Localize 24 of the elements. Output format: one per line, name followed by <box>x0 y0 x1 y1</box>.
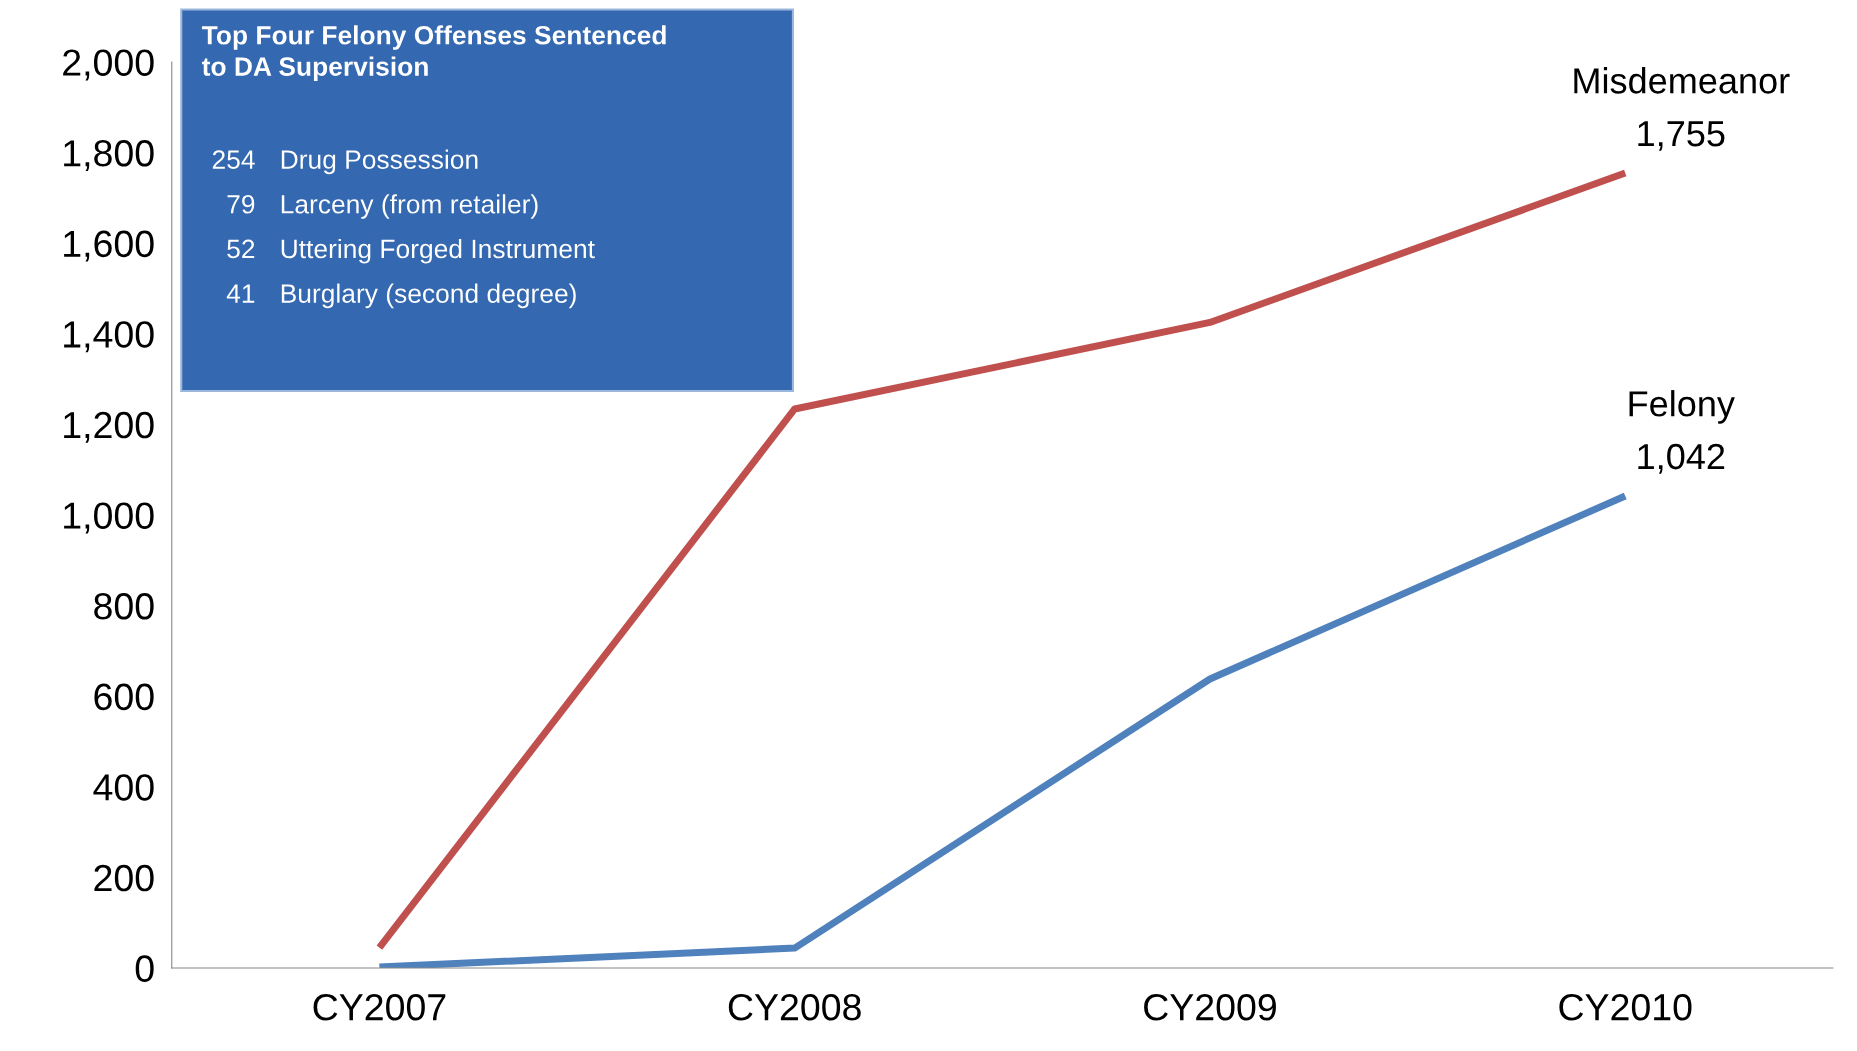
y-tick-label: 1,800 <box>64 140 154 171</box>
annotation: 41 Burglary (second degree) <box>226 283 576 309</box>
y-tick-label: 800 <box>94 592 154 620</box>
x-tick-label: CY2008 <box>728 993 861 1021</box>
y-tick-label: 1,000 <box>64 502 154 534</box>
x-tick-label: CY2007 <box>313 993 446 1021</box>
y-tick-label: 0 <box>135 955 154 982</box>
text: Misdemeanor <box>1574 67 1790 94</box>
annotation: Top Four Felony Offenses Sentenced to DA Supervision <box>201 25 666 82</box>
y-tick-label: 2,000 <box>63 49 154 81</box>
annotation: 52 Uttering Forged Instrument <box>227 238 595 264</box>
y-tick-label: 1,400 <box>64 321 154 353</box>
text: Felony <box>1629 390 1735 424</box>
y-tick-label: 1,200 <box>64 411 154 443</box>
y-tick-label: 600 <box>94 683 154 711</box>
annotation: 254 Drug Possession <box>212 149 478 175</box>
y-tick-label: 1,600 <box>64 230 154 262</box>
y-tick-label: 200 <box>94 864 154 892</box>
data-label: 1,042 <box>1638 443 1725 474</box>
x-tick-label: CY2010 <box>1559 993 1692 1021</box>
x-tick-label: CY2009 <box>1144 993 1276 1021</box>
annotation: 79 Larceny (from retailer) <box>227 194 538 219</box>
y-tick-label: 400 <box>93 774 154 801</box>
data-label: 1,755 <box>1638 121 1725 151</box>
